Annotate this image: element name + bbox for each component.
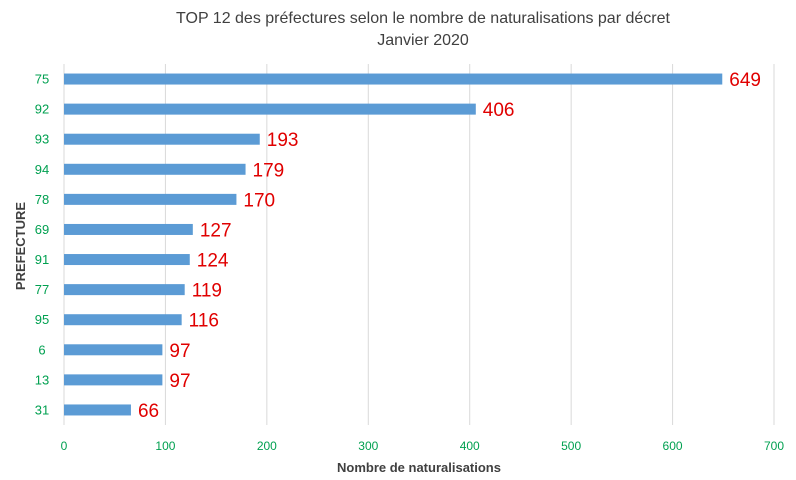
data-label-78: 170 — [243, 190, 275, 211]
data-label-94: 179 — [253, 160, 285, 181]
y-tick-label-69: 69 — [35, 222, 49, 237]
bars — [64, 73, 723, 416]
y-tick-label-31: 31 — [35, 402, 49, 417]
bar-92 — [64, 103, 476, 115]
x-tick-label: 200 — [257, 439, 277, 453]
bar-78 — [64, 193, 237, 205]
chart-title: TOP 12 des préfectures selon le nombre d… — [176, 10, 670, 27]
data-label-92: 406 — [483, 100, 515, 121]
bar-6 — [64, 344, 163, 356]
x-tick-label: 600 — [663, 439, 683, 453]
y-tick-label-95: 95 — [35, 312, 49, 327]
y-tick-label-13: 13 — [35, 372, 49, 387]
data-label-77: 119 — [192, 281, 222, 302]
x-tick-labels: 0 100 200 300 400 500 600 700 — [61, 439, 785, 453]
x-tick-label: 0 — [61, 439, 68, 453]
y-tick-label-92: 92 — [35, 102, 49, 117]
y-tick-label-93: 93 — [35, 132, 49, 147]
x-tick-label: 700 — [764, 439, 784, 453]
x-tick-label: 100 — [155, 439, 175, 453]
bar-13 — [64, 374, 163, 386]
data-label-6: 97 — [169, 341, 190, 362]
data-labels: 649 406 193 179 170 127 124 119 116 97 97 66 — [138, 70, 761, 422]
data-label-13: 97 — [169, 371, 190, 392]
y-tick-labels: 75 92 93 94 78 69 91 77 95 6 13 31 — [35, 72, 49, 418]
data-label-91: 124 — [197, 251, 229, 272]
data-label-93: 193 — [267, 130, 299, 151]
chart-subtitle: Janvier 2020 — [377, 32, 469, 49]
y-tick-label-6: 6 — [38, 342, 45, 357]
bar-91 — [64, 254, 190, 266]
bar-94 — [64, 163, 246, 175]
x-tick-label: 300 — [358, 439, 378, 453]
data-label-31: 66 — [138, 401, 159, 422]
bar-75 — [64, 73, 723, 85]
bar-31 — [64, 404, 131, 416]
bar-77 — [64, 284, 185, 296]
y-tick-label-77: 77 — [35, 282, 49, 297]
x-tick-label: 400 — [460, 439, 480, 453]
y-axis-title: PREFECTURE — [13, 202, 28, 290]
data-label-95: 116 — [189, 311, 219, 332]
bar-95 — [64, 314, 182, 326]
x-axis-title: Nombre de naturalisations — [337, 460, 501, 475]
data-label-69: 127 — [200, 220, 232, 241]
y-tick-label-78: 78 — [35, 192, 49, 207]
bar-93 — [64, 133, 260, 145]
y-tick-label-94: 94 — [35, 162, 49, 177]
x-tick-label: 500 — [561, 439, 581, 453]
y-tick-label-91: 91 — [35, 252, 49, 267]
y-tick-label-75: 75 — [35, 72, 49, 87]
bar-69 — [64, 223, 193, 235]
gridlines — [63, 64, 775, 425]
data-label-75: 649 — [729, 70, 761, 91]
